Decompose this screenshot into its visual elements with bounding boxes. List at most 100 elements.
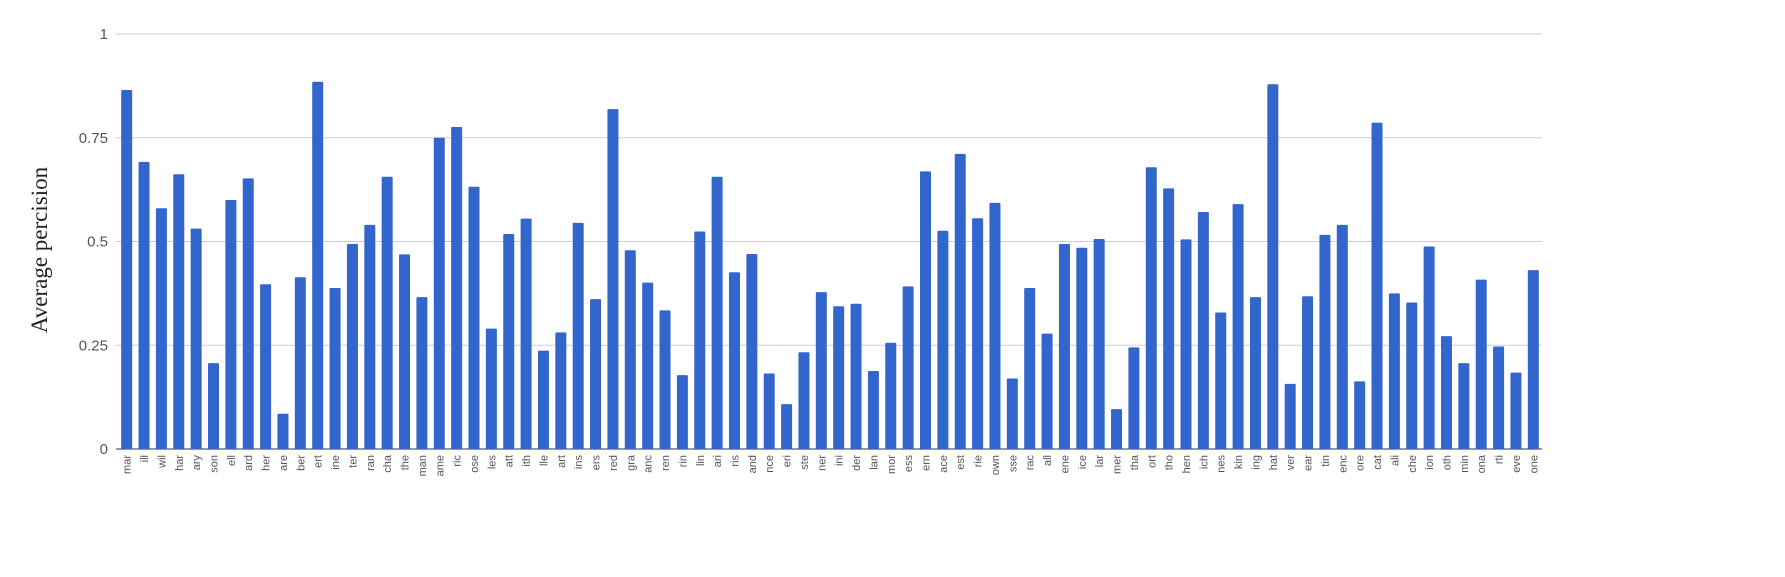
- x-tick-label: tha: [1129, 454, 1141, 470]
- y-tick-label: 0.5: [87, 234, 108, 251]
- bar-eve: [1510, 372, 1522, 449]
- x-tick-label: ace: [938, 455, 950, 473]
- bar-ith: [520, 218, 532, 449]
- bar-sse: [1006, 378, 1018, 449]
- x-tick-label: der: [851, 455, 863, 471]
- bar-ali: [1388, 293, 1400, 449]
- x-tick-label: eve: [1511, 455, 1523, 473]
- bar-ard: [242, 178, 254, 450]
- x-tick-label: own: [990, 455, 1002, 475]
- bar-ich: [1197, 212, 1209, 449]
- x-tick-label: ins: [573, 455, 585, 470]
- bar-the: [399, 254, 411, 449]
- x-tick-label: est: [955, 455, 967, 470]
- bar-ace: [937, 230, 949, 449]
- bar-tha: [1128, 347, 1140, 449]
- bar-hat: [1267, 84, 1279, 449]
- x-tick-label: man: [417, 455, 429, 476]
- bar-ice: [1076, 247, 1088, 449]
- x-tick-label: ing: [1250, 455, 1262, 470]
- x-tick-label: che: [1407, 455, 1419, 473]
- bar-enc: [1336, 224, 1348, 449]
- x-tick-label: and: [747, 455, 759, 473]
- bar-red: [607, 109, 619, 450]
- x-tick-label: ali: [1389, 455, 1401, 466]
- bar-eri: [781, 404, 793, 449]
- x-tick-label: ini: [834, 455, 846, 466]
- bar-les: [485, 328, 497, 449]
- x-tick-label: lin: [695, 455, 707, 466]
- bar-ari: [711, 176, 723, 449]
- x-tick-label: eri: [782, 455, 794, 467]
- bar-one: [1527, 270, 1539, 449]
- x-tick-label: ine: [330, 455, 342, 470]
- bar-art: [555, 332, 567, 449]
- x-tick-label: ric: [452, 455, 464, 467]
- bar-son: [208, 363, 220, 449]
- bar-ess: [902, 286, 914, 449]
- x-tick-label: mor: [886, 455, 898, 474]
- x-tick-label: mer: [1112, 455, 1124, 474]
- x-tick-label: ary: [191, 455, 203, 471]
- x-tick-label: ear: [1303, 455, 1315, 471]
- x-tick-label: ert: [313, 455, 325, 468]
- x-tick-label: cat: [1372, 455, 1384, 470]
- x-tick-label: oth: [1441, 455, 1453, 470]
- bar-gra: [624, 250, 636, 449]
- x-tick-labels: mar ill wil har ary son ell ard her are ber ert ine t…: [122, 454, 1541, 476]
- x-tick-label: lan: [868, 455, 880, 470]
- bar-ary: [190, 228, 202, 449]
- bar-anc: [642, 282, 654, 449]
- bar-ion: [1423, 246, 1435, 449]
- bar-lar: [1093, 239, 1105, 449]
- bar-rin: [676, 375, 688, 449]
- bar-ris: [728, 272, 740, 449]
- x-tick-label: rie: [973, 455, 985, 467]
- x-tick-label: enc: [1337, 455, 1349, 473]
- bar-ene: [1058, 243, 1070, 449]
- bar-ren: [659, 310, 671, 449]
- x-tick-label: ona: [1476, 454, 1488, 473]
- bar-ear: [1302, 296, 1314, 449]
- bar-man: [416, 297, 428, 449]
- x-tick-label: ran: [365, 455, 377, 471]
- y-tick-labels: 0 0.25 0.5 0.75 1: [79, 26, 108, 458]
- bar-har: [173, 174, 185, 449]
- x-tick-label: her: [261, 455, 273, 471]
- bar-rie: [972, 218, 984, 449]
- x-tick-label: ers: [591, 455, 603, 471]
- bar-ner: [815, 292, 827, 449]
- x-tick-label: ern: [921, 455, 933, 471]
- x-tick-label: cha: [382, 454, 394, 473]
- bar-her: [260, 284, 272, 449]
- bar-all: [1041, 333, 1053, 449]
- x-tick-label: nce: [764, 455, 776, 473]
- x-tick-label: ort: [1146, 455, 1158, 468]
- bar-ose: [468, 186, 480, 449]
- bar-nes: [1215, 312, 1227, 449]
- bar-mar: [121, 90, 133, 450]
- bar-nce: [763, 373, 775, 449]
- x-tick-label: the: [400, 455, 412, 470]
- x-tick-label: ris: [729, 455, 741, 467]
- bar-ona: [1475, 279, 1487, 449]
- x-tick-label: ith: [521, 455, 533, 467]
- x-tick-label: ard: [243, 455, 255, 471]
- x-tick-label: ame: [434, 455, 446, 476]
- x-tick-label: ice: [1077, 455, 1089, 469]
- y-tick-label: 1: [100, 26, 108, 43]
- x-tick-label: lle: [538, 455, 550, 466]
- x-tick-label: rti: [1494, 455, 1506, 464]
- bar-ell: [225, 200, 237, 449]
- bar-est: [954, 153, 966, 449]
- bar-ore: [1354, 381, 1366, 449]
- bar-der: [850, 303, 862, 449]
- bar-tin: [1319, 234, 1331, 449]
- x-tick-label: tin: [1320, 455, 1332, 467]
- bar-tho: [1163, 188, 1175, 449]
- x-tick-label: wil: [156, 455, 168, 469]
- bar-mor: [885, 342, 897, 449]
- x-tick-label: ste: [799, 455, 811, 470]
